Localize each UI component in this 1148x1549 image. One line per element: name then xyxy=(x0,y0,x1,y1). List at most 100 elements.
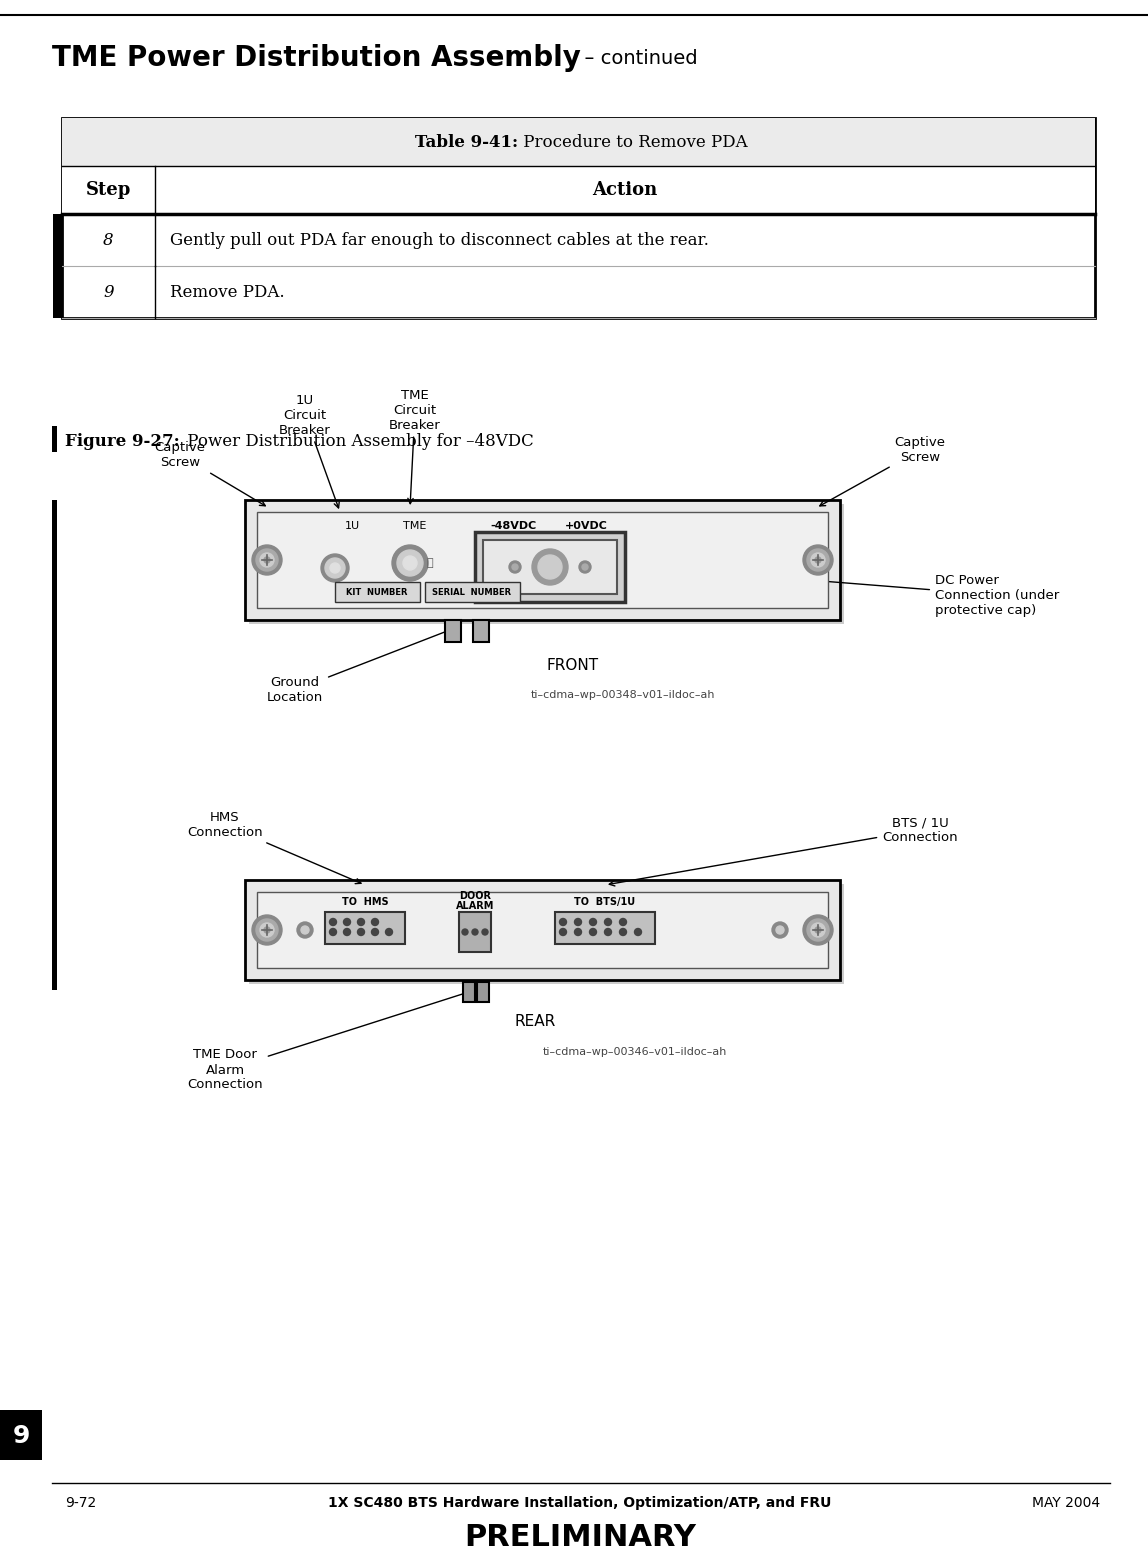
Circle shape xyxy=(372,928,379,936)
Bar xyxy=(475,531,625,603)
Text: SERIAL  NUMBER: SERIAL NUMBER xyxy=(433,587,512,596)
Text: ALARM: ALARM xyxy=(456,902,494,911)
Bar xyxy=(257,513,828,609)
Circle shape xyxy=(357,919,365,925)
Text: TME Power Distribution Assembly: TME Power Distribution Assembly xyxy=(52,43,581,71)
Circle shape xyxy=(259,923,274,937)
Circle shape xyxy=(329,928,336,936)
Bar xyxy=(53,214,62,266)
Bar xyxy=(52,500,57,990)
Bar xyxy=(335,582,420,603)
Circle shape xyxy=(386,928,393,936)
Text: Remove PDA.: Remove PDA. xyxy=(170,283,285,301)
Text: Step: Step xyxy=(86,181,131,198)
Circle shape xyxy=(590,928,597,936)
Circle shape xyxy=(815,558,821,562)
Circle shape xyxy=(574,919,582,925)
Bar xyxy=(245,880,840,981)
Circle shape xyxy=(579,561,591,573)
Bar xyxy=(52,426,57,452)
Text: BTS / 1U
Connection: BTS / 1U Connection xyxy=(610,816,957,886)
Text: ti–cdma–wp–00346–v01–ildoc–ah: ti–cdma–wp–00346–v01–ildoc–ah xyxy=(543,1047,727,1056)
Bar xyxy=(554,912,656,943)
Text: FRONT: FRONT xyxy=(546,657,598,672)
Text: TO  BTS/1U: TO BTS/1U xyxy=(574,897,636,908)
Text: -48VDC: -48VDC xyxy=(490,520,536,531)
Circle shape xyxy=(802,545,833,575)
Bar xyxy=(0,1410,42,1461)
Text: 9: 9 xyxy=(13,1424,30,1448)
Circle shape xyxy=(259,553,274,567)
Circle shape xyxy=(771,922,788,939)
Circle shape xyxy=(325,558,346,578)
Bar xyxy=(473,620,489,641)
Circle shape xyxy=(559,919,566,925)
Circle shape xyxy=(403,556,417,570)
Text: DC Power
Connection (under
protective cap): DC Power Connection (under protective ca… xyxy=(625,564,1060,617)
Bar xyxy=(62,118,1095,166)
Text: 9-72: 9-72 xyxy=(65,1496,96,1510)
Circle shape xyxy=(532,548,568,586)
Circle shape xyxy=(301,926,309,934)
Circle shape xyxy=(256,548,278,572)
Circle shape xyxy=(372,919,379,925)
Circle shape xyxy=(329,562,340,573)
Text: 8: 8 xyxy=(103,231,114,248)
Bar xyxy=(257,892,828,968)
Text: 9: 9 xyxy=(103,283,114,301)
Bar xyxy=(245,500,840,620)
Text: KIT  NUMBER: KIT NUMBER xyxy=(347,587,408,596)
Text: Captive
Screw: Captive Screw xyxy=(155,441,265,507)
Text: TME Door
Alarm
Connection: TME Door Alarm Connection xyxy=(187,990,471,1092)
Bar xyxy=(425,582,520,603)
Bar xyxy=(463,982,475,1002)
Text: +0VDC: +0VDC xyxy=(565,520,608,531)
Text: TME: TME xyxy=(403,520,426,531)
Circle shape xyxy=(264,926,270,932)
Circle shape xyxy=(321,555,349,582)
Circle shape xyxy=(810,923,825,937)
Bar xyxy=(483,541,616,593)
Circle shape xyxy=(635,928,642,936)
Text: ⓐ: ⓐ xyxy=(427,558,433,568)
Circle shape xyxy=(482,929,488,936)
Text: Figure 9-27:: Figure 9-27: xyxy=(65,432,180,449)
Circle shape xyxy=(461,929,468,936)
Circle shape xyxy=(343,919,350,925)
Circle shape xyxy=(397,550,422,576)
Circle shape xyxy=(357,928,365,936)
Text: REAR: REAR xyxy=(514,1015,556,1030)
Text: Procedure to Remove PDA: Procedure to Remove PDA xyxy=(519,133,748,150)
Circle shape xyxy=(810,553,825,567)
Circle shape xyxy=(297,922,313,939)
Circle shape xyxy=(256,919,278,940)
Text: DOOR: DOOR xyxy=(459,891,491,902)
Bar xyxy=(249,503,844,624)
Circle shape xyxy=(559,928,566,936)
Text: 1U
Circuit
Breaker: 1U Circuit Breaker xyxy=(279,393,339,508)
Text: 1X SC480 BTS Hardware Installation, Optimization/ATP, and FRU: 1X SC480 BTS Hardware Installation, Opti… xyxy=(328,1496,831,1510)
Text: TO  HMS: TO HMS xyxy=(342,897,388,908)
Circle shape xyxy=(574,928,582,936)
Text: ti–cdma–wp–00348–v01–ildoc–ah: ti–cdma–wp–00348–v01–ildoc–ah xyxy=(530,689,715,700)
Bar xyxy=(62,118,1095,318)
Circle shape xyxy=(605,928,612,936)
Circle shape xyxy=(509,561,521,573)
Text: PRELIMINARY: PRELIMINARY xyxy=(464,1523,696,1549)
Bar xyxy=(478,982,489,1002)
Circle shape xyxy=(802,915,833,945)
Text: Action: Action xyxy=(592,181,658,198)
Text: MAY 2004: MAY 2004 xyxy=(1032,1496,1100,1510)
Bar xyxy=(445,620,461,641)
Text: Captive
Screw: Captive Screw xyxy=(820,435,946,507)
Bar xyxy=(62,166,1095,214)
Circle shape xyxy=(343,928,350,936)
Text: Table 9-41:: Table 9-41: xyxy=(416,133,519,150)
Bar xyxy=(459,912,491,953)
Text: Ground
Location: Ground Location xyxy=(266,629,451,703)
Circle shape xyxy=(391,545,428,581)
Text: Power Distribution Assembly for –48VDC: Power Distribution Assembly for –48VDC xyxy=(183,432,534,449)
Circle shape xyxy=(807,919,829,940)
Bar xyxy=(325,912,405,943)
Text: Gently pull out PDA far enough to disconnect cables at the rear.: Gently pull out PDA far enough to discon… xyxy=(170,231,708,248)
